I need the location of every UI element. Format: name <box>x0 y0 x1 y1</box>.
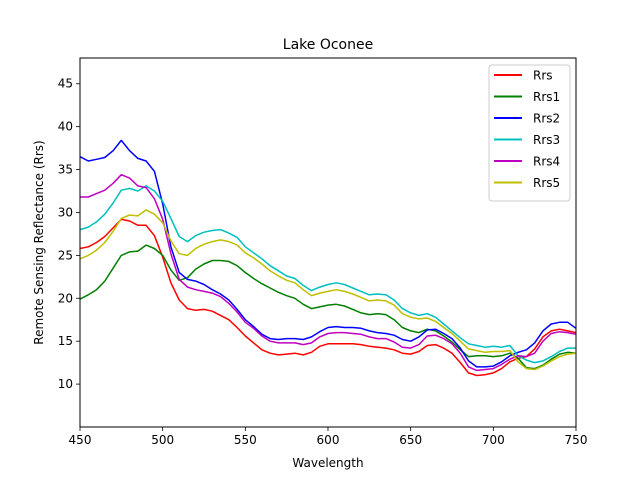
y-tick-label: 10 <box>58 377 73 391</box>
legend-label-rrs1: Rrs1 <box>533 90 560 104</box>
y-tick-label: 20 <box>58 291 73 305</box>
series-line-rrs3 <box>79 185 576 364</box>
y-tick-label: 15 <box>58 334 73 348</box>
x-tick-label: 600 <box>317 433 340 447</box>
y-axis-label: Remote Sensing Reflectance (Rrs) <box>32 140 46 344</box>
legend-label-rrs4: Rrs4 <box>533 155 560 169</box>
x-axis-label: Wavelength <box>292 456 363 470</box>
series-layer <box>79 139 577 377</box>
series-line-rrs2 <box>79 139 577 368</box>
x-tick-label: 650 <box>399 433 422 447</box>
legend: Rrs Rrs1 Rrs2 Rrs3 Rrs4 Rrs5 <box>488 64 571 202</box>
series-line-rrs1 <box>79 244 577 370</box>
y-tick-label: 35 <box>58 163 73 177</box>
y-tick-label: 40 <box>58 120 73 134</box>
x-axis: 450 500 550 600 650 700 750 <box>69 427 588 447</box>
y-tick-label: 45 <box>58 77 73 91</box>
y-tick-label: 25 <box>58 248 73 262</box>
legend-label-rrs5: Rrs5 <box>533 176 560 190</box>
x-tick-label: 700 <box>482 433 505 447</box>
x-tick-label: 750 <box>565 433 588 447</box>
series-line-rrs4 <box>80 173 577 372</box>
y-axis: 10 15 20 25 30 35 40 45 <box>58 77 80 391</box>
x-tick-label: 550 <box>234 433 257 447</box>
y-tick-label: 30 <box>58 205 73 219</box>
series-line-rrs <box>79 218 577 377</box>
legend-label-rrs3: Rrs3 <box>533 133 560 147</box>
x-tick-label: 500 <box>151 433 174 447</box>
x-tick-label: 450 <box>69 433 92 447</box>
legend-frame <box>488 64 571 202</box>
legend-label-rrs: Rrs <box>533 69 553 83</box>
legend-label-rrs2: Rrs2 <box>533 112 560 126</box>
chart-title: Lake Oconee <box>283 37 373 53</box>
series-line-rrs5 <box>79 209 577 371</box>
